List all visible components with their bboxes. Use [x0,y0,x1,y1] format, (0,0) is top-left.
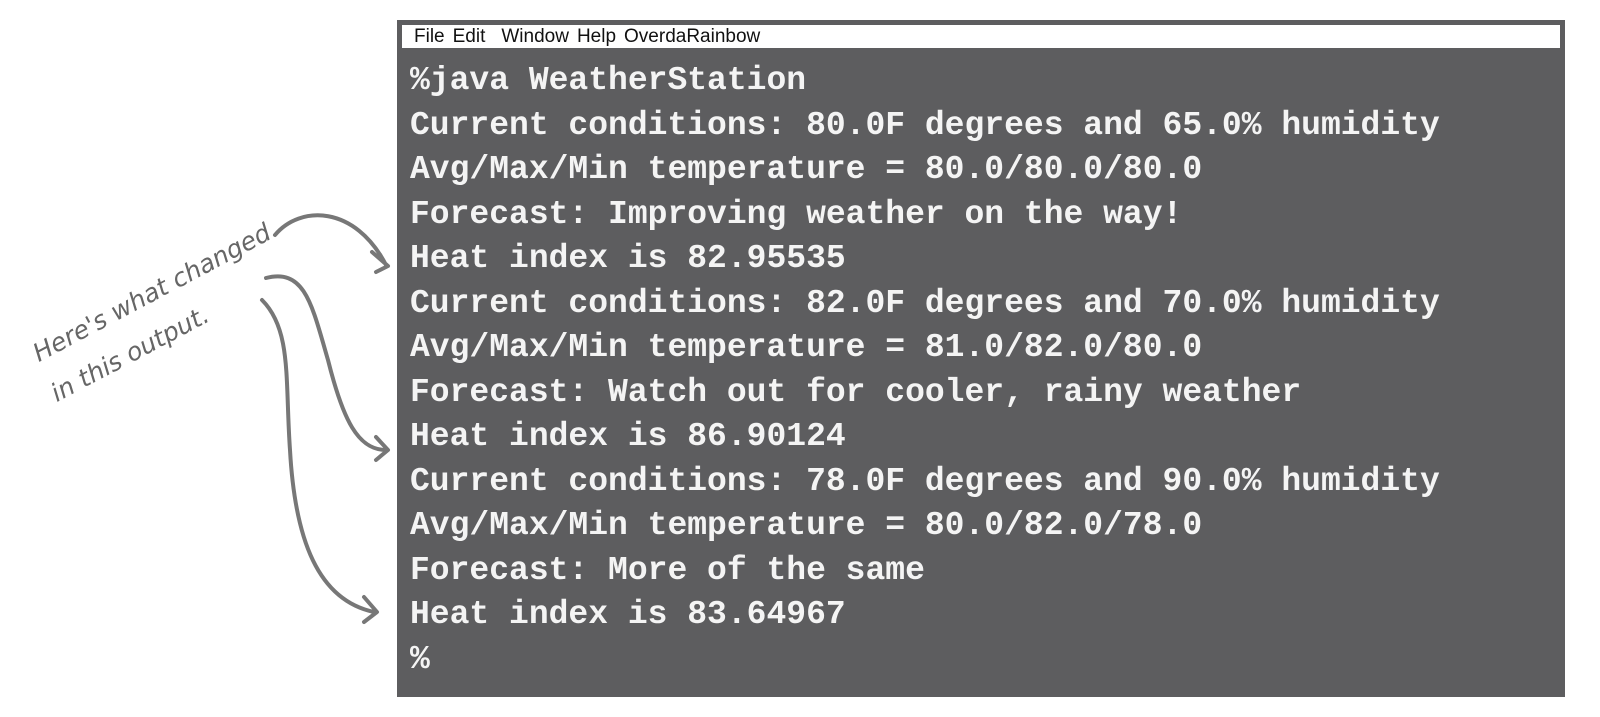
output-line: Heat index is 86.90124 [410,418,846,455]
output-line: % [410,640,430,678]
output-line: Heat index is 83.64967 [410,596,846,633]
menu-bar: File Edit Window Help OverdaRainbow [402,25,1560,48]
arrow [273,213,390,274]
menu-item[interactable]: OverdaRainbow [624,25,761,47]
output-line: Current conditions: 82.0F degrees and 70… [410,284,1440,322]
terminal-output: %java WeatherStation Current conditions: … [410,59,1440,682]
arrow [264,274,390,462]
output-line: Avg/Max/Min temperature = 80.0/82.0/78.0 [410,507,1203,544]
menu-item[interactable]: File [414,25,445,47]
output-line: Forecast: Improving weather on the way! [410,195,1183,233]
output-line: Forecast: More of the same [410,551,925,589]
output-line: %java WeatherStation [410,62,807,99]
menu-item[interactable]: Help [576,25,617,47]
menu-item[interactable]: Edit [452,25,486,47]
output-line: Avg/Max/Min temperature = 81.0/82.0/80.0 [410,329,1203,366]
output-line: Forecast: Watch out for cooler, rainy we… [410,373,1302,411]
output-line: Current conditions: 78.0F degrees and 90… [410,462,1440,500]
terminal-window: File Edit Window Help OverdaRainbow %java We… [397,20,1565,697]
output-line: Current conditions: 80.0F degrees and 65… [410,106,1440,144]
menu-item[interactable]: Window [501,25,569,47]
output-line: Avg/Max/Min temperature = 80.0/80.0/80.0 [410,151,1203,188]
arrows [260,213,390,624]
output-line: Heat index is 82.95535 [410,240,846,277]
arrow [260,298,379,624]
